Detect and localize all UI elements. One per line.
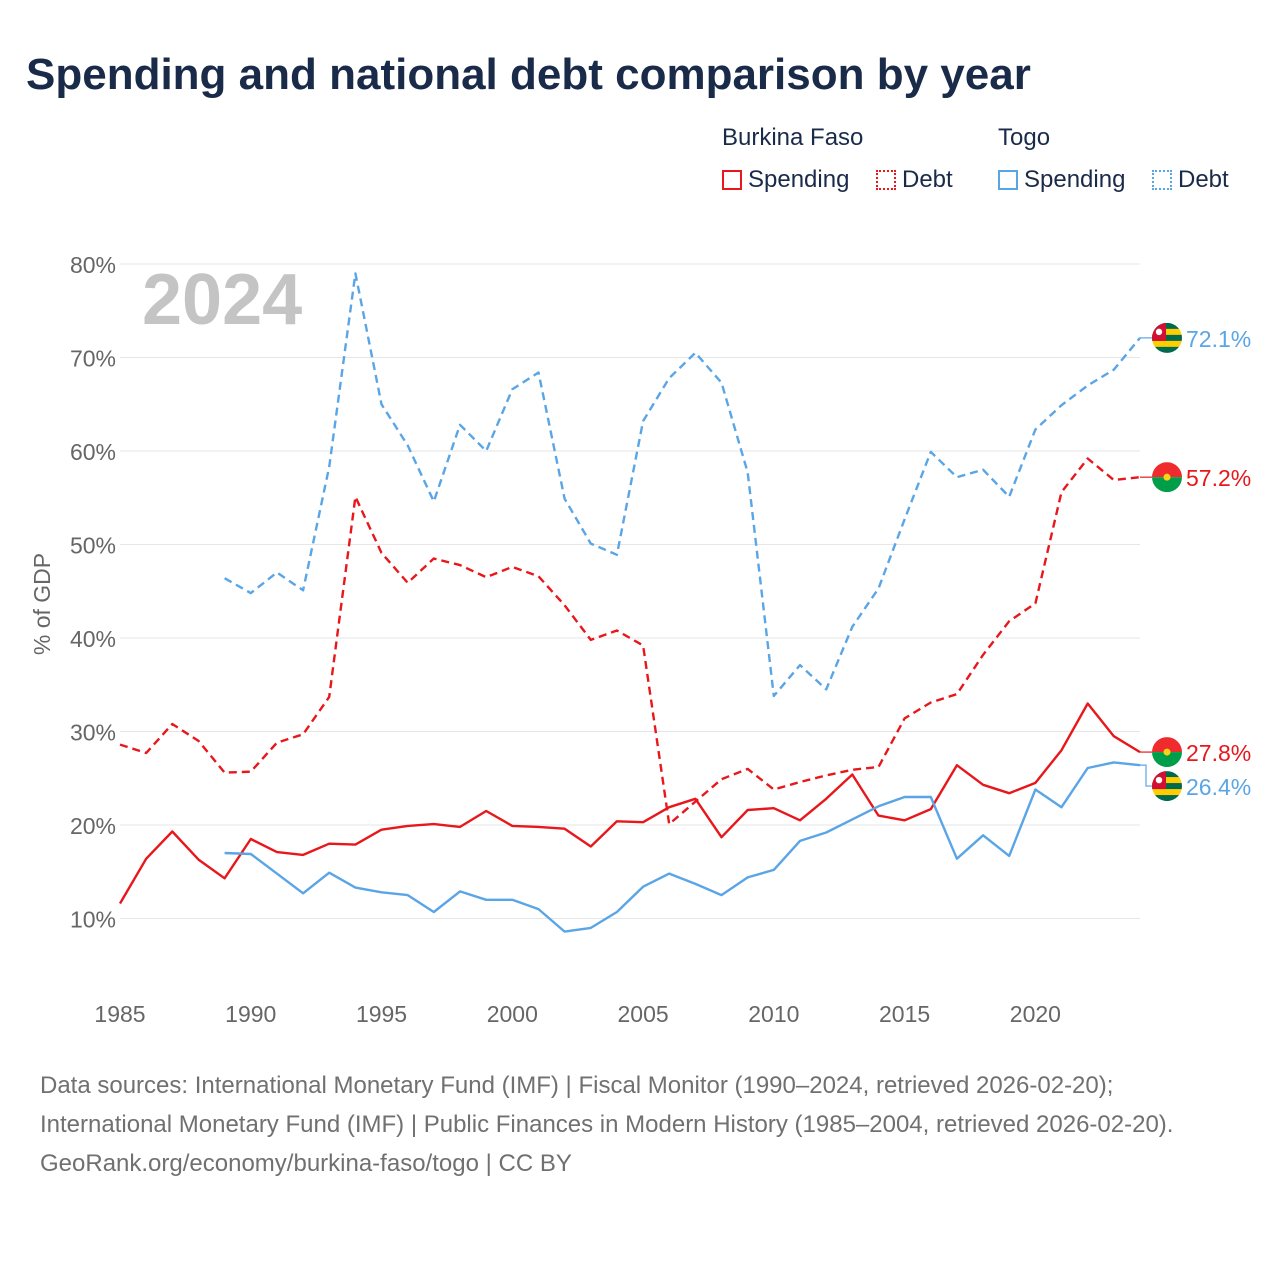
x-tick-label: 2005 [617, 1001, 668, 1027]
y-tick-label: 70% [70, 346, 116, 372]
legend-burkina-faso-spending[interactable]: Spending [722, 166, 849, 194]
legend-solid-swatch-icon [722, 170, 742, 190]
series-line-burkina-faso-debt[interactable] [119, 457, 1141, 826]
data-sources: Data sources: International Monetary Fun… [40, 1072, 1174, 1138]
x-tick-label: 1995 [356, 1001, 407, 1027]
end-value-label: 57.2% [1186, 465, 1251, 491]
series-line-togo-debt[interactable] [224, 272, 1141, 698]
y-tick-label: 40% [70, 626, 116, 652]
end-value-label: 72.1% [1186, 326, 1251, 352]
y-tick-label: 80% [70, 252, 116, 278]
chart-title: Spending and national debt comparison by… [26, 50, 1031, 99]
legend-burkina-faso-debt[interactable]: Debt [876, 166, 953, 194]
legend-label: Spending [748, 166, 850, 193]
y-axis-ticks: 10% 20% 30% 40% 50% 60% 70% 80% [70, 252, 116, 933]
y-tick-label: 60% [70, 439, 116, 465]
series-lines [118, 272, 1141, 933]
x-tick-label: 2015 [879, 1001, 930, 1027]
legend-label: Debt [1178, 166, 1229, 193]
series-line-togo-spending[interactable] [224, 761, 1141, 933]
credit-link[interactable]: GeoRank.org/economy/burkina-faso/togo | … [40, 1150, 572, 1177]
x-tick-label: 2020 [1010, 1001, 1061, 1027]
togo-flag-icon [1152, 771, 1182, 802]
burkina-faso-flag-icon [1152, 462, 1182, 493]
legend-label: Debt [902, 166, 953, 193]
series-end-labels: 72.1% 57.2% 27.8% 26.4% [1140, 322, 1251, 802]
end-marker-burkina-faso-debt: 57.2% [1140, 462, 1251, 493]
series-line-burkina-faso-spending[interactable] [118, 702, 1141, 905]
legend-dotted-swatch-icon [1152, 170, 1172, 190]
end-marker-togo-debt: 72.1% [1140, 322, 1251, 353]
y-tick-label: 30% [70, 720, 116, 746]
legend-togo-debt[interactable]: Debt [1152, 166, 1229, 194]
end-marker-burkina-faso-spending: 27.8% [1140, 737, 1251, 768]
y-tick-label: 10% [70, 907, 116, 933]
x-axis-ticks: 1985 1990 1995 2000 2005 2010 2015 2020 [94, 1001, 1061, 1027]
legend-dotted-swatch-icon [876, 170, 896, 190]
x-tick-label: 1990 [225, 1001, 276, 1027]
end-marker-togo-spending: 26.4% [1140, 764, 1251, 802]
legend-group-burkina-faso: Burkina Faso [722, 124, 864, 151]
x-tick-label: 2000 [487, 1001, 538, 1027]
legend-label: Spending [1024, 166, 1126, 193]
end-value-label: 26.4% [1186, 774, 1251, 800]
line-chart: 2024 % of GDP 10% 20% 30% 40% 50% 60% 70% 80% 1… [29, 252, 1251, 1027]
x-tick-label: 1985 [94, 1001, 145, 1027]
legend-group-togo: Togo [998, 124, 1051, 151]
legend-solid-swatch-icon [998, 170, 1018, 190]
y-axis-label: % of GDP [29, 553, 55, 655]
end-connector [1140, 764, 1152, 787]
y-tick-label: 20% [70, 813, 116, 839]
footer: Data sources: International Monetary Fun… [40, 1066, 1240, 1183]
legend-togo-spending[interactable]: Spending [998, 166, 1125, 194]
gridlines [120, 263, 1140, 919]
x-tick-label: 2010 [748, 1001, 799, 1027]
y-tick-label: 50% [70, 533, 116, 559]
year-watermark: 2024 [142, 260, 302, 340]
burkina-faso-flag-icon [1152, 737, 1182, 768]
end-value-label: 27.8% [1186, 740, 1251, 766]
togo-flag-icon [1152, 322, 1182, 353]
